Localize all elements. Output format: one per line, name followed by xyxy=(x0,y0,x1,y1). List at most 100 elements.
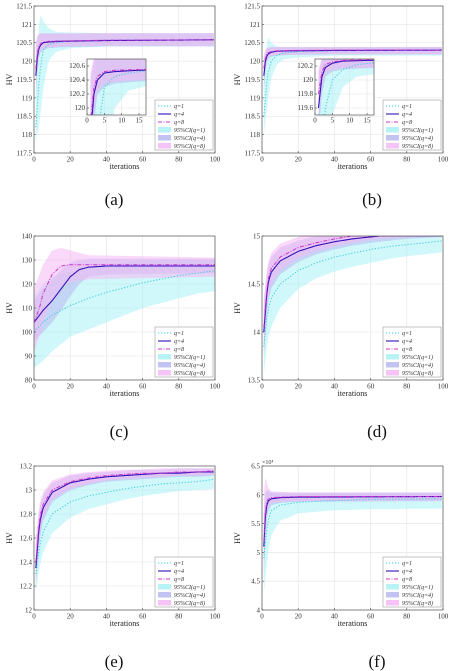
chart-6-ytick-label-5: 6.5 xyxy=(251,462,260,470)
chart-5-series-line-3 xyxy=(35,470,214,563)
chart-1-inset-series-line-3 xyxy=(90,68,146,115)
chart-3-legend-swatch-4 xyxy=(158,354,171,360)
chart-2-y-axis-label: HV xyxy=(233,74,242,86)
chart-4-legend-label-1: q=1 xyxy=(402,331,412,337)
chart-5-y-axis-label: HV xyxy=(5,532,14,544)
chart-3-ytick-label-0: 80 xyxy=(25,376,33,384)
chart-2-inset-xtick-label-1: 5 xyxy=(331,117,335,125)
chart-1-inset-ytick-label-1: 120.2 xyxy=(69,90,85,98)
chart-panel-3: 0 20 40 60 80 100 80 90 100 110 120 130 140 iteration… xyxy=(5,232,221,441)
chart-2-ytick-label-7: 121 xyxy=(250,21,261,29)
chart-4-legend: q=1q=4 q=895%CI(q=1)95%CI(q=4)95%CI(q=8) xyxy=(382,326,442,378)
chart-4-legend-swatch-4 xyxy=(386,354,399,360)
chart-6-series-line-1 xyxy=(263,498,442,559)
chart-4-ytick-label-2: 14.5 xyxy=(248,280,261,288)
chart-2-ytick-label-2: 118.5 xyxy=(245,113,261,121)
chart-5-series-line-2 xyxy=(35,471,214,569)
chart-2-series-line-3 xyxy=(263,49,442,69)
chart-6-ytick-label-2: 5 xyxy=(257,549,261,557)
chart-5-ytick-label-6: 13.2 xyxy=(20,462,33,470)
chart-1-legend-box xyxy=(154,99,214,151)
chart-3-legend-label-3: q=8 xyxy=(174,347,184,353)
chart-4-series-line-2 xyxy=(263,236,442,333)
chart-2-xtick-label-2: 40 xyxy=(331,156,339,164)
caption-1: (a) xyxy=(105,190,124,209)
chart-6-series-line-3 xyxy=(263,496,442,541)
chart-2-legend-label-5: 95%CI(q=4) xyxy=(402,135,433,142)
chart-4-legend-label-5: 95%CI(q=4) xyxy=(402,362,433,369)
chart-1-series-line-3 xyxy=(35,39,214,69)
chart-5-ytick-label-5: 13 xyxy=(25,486,33,494)
chart-6-xtick-label-5: 100 xyxy=(438,613,449,621)
chart-2-xtick-label-3: 60 xyxy=(367,156,375,164)
chart-6-ytick-label-4: 6 xyxy=(257,491,261,499)
chart-2-inset-ytick-label-1: 119.8 xyxy=(298,90,314,98)
chart-5-legend-box xyxy=(154,556,214,608)
chart-1-y-axis-label: HV xyxy=(5,74,14,86)
chart-1-legend: q=1q=4 q=895%CI(q=1)95%CI(q=4)95%CI(q=8) xyxy=(154,99,214,151)
chart-3-y-axis-label: HV xyxy=(5,302,14,314)
chart-4-x-axis-label: iterations xyxy=(338,389,368,398)
chart-5-legend-swatch-6 xyxy=(158,600,171,606)
chart-2-legend-label-3: q=8 xyxy=(402,120,412,126)
chart-1-legend-label-3: q=8 xyxy=(174,120,184,126)
chart-3-xtick-label-1: 20 xyxy=(67,383,75,391)
chart-1-ytick-label-3: 119 xyxy=(22,94,33,102)
chart-6-ci-band-3 xyxy=(263,478,442,570)
chart-5-ytick-label-3: 12.6 xyxy=(20,534,33,542)
chart-2-inset-series-line-3 xyxy=(317,59,374,95)
chart-2-xtick-label-0: 0 xyxy=(260,156,264,164)
chart-5-ytick-label-0: 12 xyxy=(25,606,33,614)
chart-1-xtick-label-4: 80 xyxy=(175,156,183,164)
chart-5-legend-label-5: 95%CI(q=4) xyxy=(174,592,205,599)
chart-2-inset-ytick-label-3: 120.2 xyxy=(297,62,313,70)
chart-1-legend-label-5: 95%CI(q=4) xyxy=(174,135,205,142)
caption-5: (e) xyxy=(105,652,124,671)
chart-1-xtick-label-1: 20 xyxy=(67,156,75,164)
chart-1-legend-label-1: q=1 xyxy=(174,104,184,110)
chart-1-legend-swatch-4 xyxy=(158,127,171,133)
chart-5-legend-swatch-4 xyxy=(158,584,171,590)
chart-6-y-multiplier: ×10⁴ xyxy=(262,460,273,466)
chart-1-legend-label-4: 95%CI(q=1) xyxy=(174,127,205,134)
chart-2-ytick-label-0: 117.5 xyxy=(245,149,261,157)
chart-3-legend-swatch-5 xyxy=(158,362,171,368)
chart-2-ytick-label-6: 120.5 xyxy=(244,39,260,47)
chart-4-legend-swatch-5 xyxy=(386,362,399,368)
chart-3-ytick-label-3: 110 xyxy=(22,304,33,312)
chart-3-xtick-label-4: 80 xyxy=(175,383,183,391)
chart-4-xtick-label-3: 60 xyxy=(367,383,375,391)
chart-6-legend-label-6: 95%CI(q=8) xyxy=(402,600,433,607)
chart-4-legend-label-3: q=8 xyxy=(402,347,412,353)
chart-3-legend: q=1q=4 q=895%CI(q=1)95%CI(q=4)95%CI(q=8) xyxy=(154,326,214,378)
chart-1-ytick-label-8: 121.5 xyxy=(16,2,32,10)
chart-2-legend-label-4: 95%CI(q=1) xyxy=(402,127,433,134)
chart-panel-6: 0 20 40 60 80 100 4 4.5 5 5.5 6 6.5 iterations HV ×10⁴… xyxy=(233,460,449,671)
chart-2-inset-ci-band-1 xyxy=(318,59,374,115)
chart-2-inset: 0 5 10 15 119.6 119.8 120 120.2 xyxy=(297,58,375,125)
chart-6-ytick-label-1: 4.5 xyxy=(251,578,260,586)
chart-4-ytick-label-1: 14 xyxy=(253,328,261,336)
chart-6-ytick-label-3: 5.5 xyxy=(251,520,260,528)
chart-6-xtick-label-2: 40 xyxy=(331,613,339,621)
chart-1-inset-xtick-label-3: 15 xyxy=(136,117,144,125)
chart-2-ci-band-1 xyxy=(263,37,442,135)
chart-panel-5: 0 20 40 60 80 100 12 12.2 12.4 12.6 12.8 13 13.2 iter… xyxy=(5,462,221,671)
chart-2-legend-swatch-6 xyxy=(386,143,399,149)
chart-2-ytick-label-4: 119.5 xyxy=(245,76,261,84)
chart-5-legend-swatch-5 xyxy=(158,592,171,598)
chart-3-ytick-label-5: 130 xyxy=(22,256,33,264)
chart-3-legend-swatch-6 xyxy=(158,370,171,376)
chart-3-ytick-label-2: 100 xyxy=(22,328,33,336)
chart-4-legend-swatch-6 xyxy=(386,370,399,376)
chart-3-xtick-label-2: 40 xyxy=(103,383,111,391)
caption-6: (f) xyxy=(369,652,386,671)
chart-2-ytick-label-3: 119 xyxy=(250,94,261,102)
chart-6-legend-box xyxy=(382,556,442,608)
chart-4-axes-frame xyxy=(261,235,444,381)
chart-2-legend-swatch-4 xyxy=(386,127,399,133)
caption-2: (b) xyxy=(362,190,382,209)
chart-1-ytick-label-4: 119.5 xyxy=(17,76,33,84)
chart-6-xtick-label-4: 80 xyxy=(403,613,411,621)
